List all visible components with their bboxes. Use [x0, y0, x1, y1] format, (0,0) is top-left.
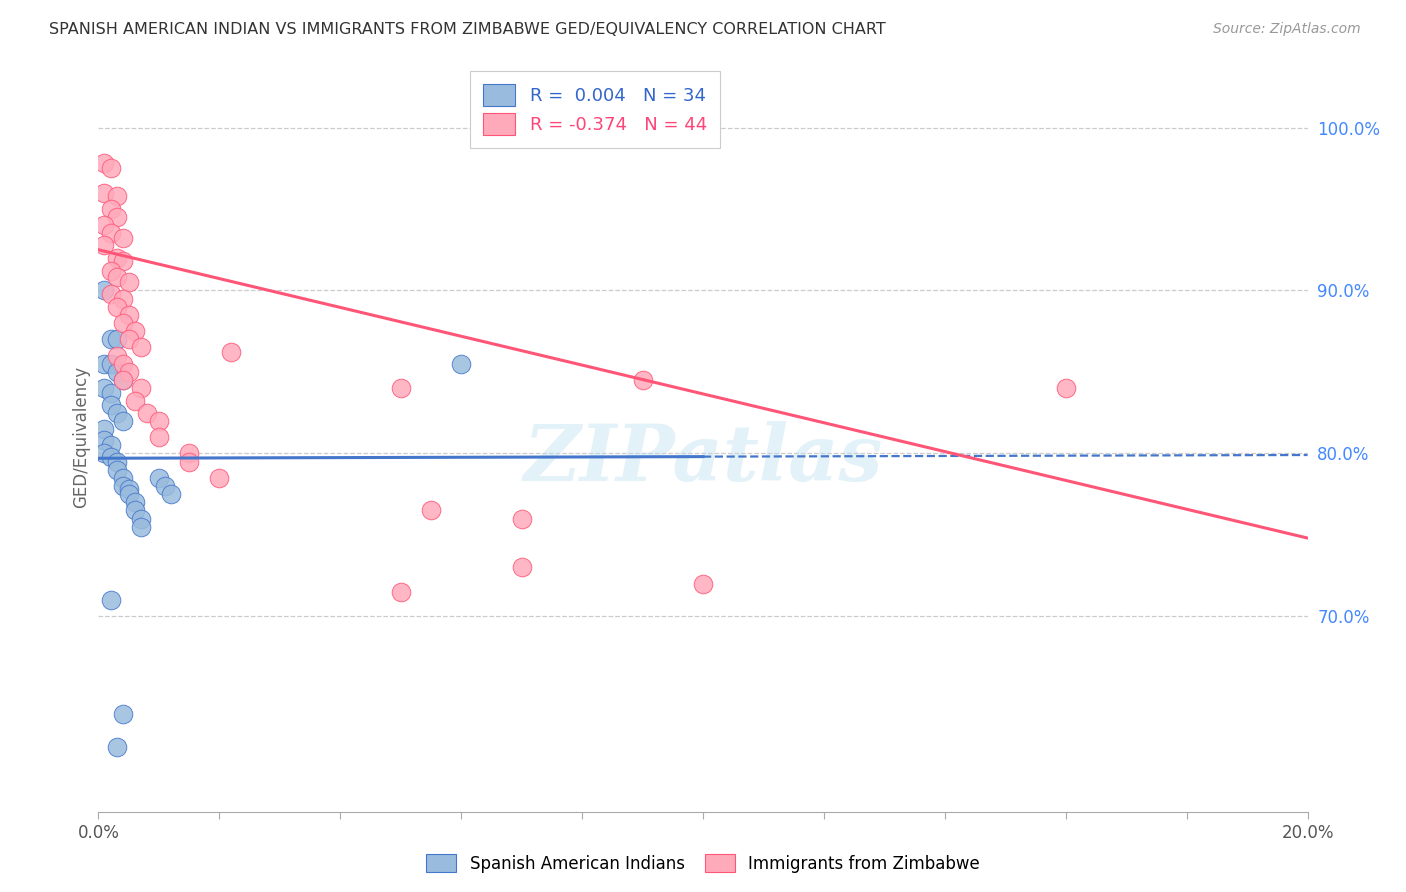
Point	[692, 576, 714, 591]
Point	[111, 292, 134, 306]
Point	[118, 332, 141, 346]
Point	[111, 479, 134, 493]
Point	[129, 341, 152, 355]
Point	[389, 584, 412, 599]
Y-axis label: GED/Equivalency: GED/Equivalency	[72, 366, 90, 508]
Point	[93, 284, 115, 298]
Point	[179, 446, 201, 460]
Point	[160, 487, 183, 501]
Point	[100, 450, 122, 464]
Point	[100, 438, 122, 452]
Point	[100, 161, 122, 176]
Point	[631, 373, 654, 387]
Point	[93, 446, 115, 460]
Point	[100, 286, 122, 301]
Point	[129, 511, 152, 525]
Text: SPANISH AMERICAN INDIAN VS IMMIGRANTS FROM ZIMBABWE GED/EQUIVALENCY CORRELATION : SPANISH AMERICAN INDIAN VS IMMIGRANTS FR…	[49, 22, 886, 37]
Point	[148, 430, 170, 444]
Point	[105, 300, 128, 314]
Point	[510, 560, 533, 574]
Point	[129, 519, 152, 533]
Point	[124, 503, 146, 517]
Point	[124, 394, 146, 409]
Legend: R =  0.004   N = 34, R = -0.374   N = 44: R = 0.004 N = 34, R = -0.374 N = 44	[470, 71, 720, 148]
Point	[93, 381, 115, 395]
Point	[148, 414, 170, 428]
Point	[111, 414, 134, 428]
Point	[100, 202, 122, 216]
Point	[420, 503, 443, 517]
Point	[100, 593, 122, 607]
Point	[105, 251, 128, 265]
Point	[118, 276, 141, 290]
Point	[105, 739, 128, 754]
Point	[93, 422, 115, 436]
Point	[111, 316, 134, 330]
Point	[510, 511, 533, 525]
Point	[118, 308, 141, 322]
Point	[100, 397, 122, 411]
Point	[105, 365, 128, 379]
Point	[111, 706, 134, 721]
Point	[118, 487, 141, 501]
Legend: Spanish American Indians, Immigrants from Zimbabwe: Spanish American Indians, Immigrants fro…	[419, 847, 987, 880]
Point	[105, 463, 128, 477]
Point	[208, 471, 231, 485]
Point	[124, 495, 146, 509]
Point	[100, 227, 122, 241]
Point	[118, 482, 141, 496]
Point	[124, 324, 146, 338]
Point	[111, 471, 134, 485]
Text: ZIPatlas: ZIPatlas	[523, 421, 883, 498]
Point	[450, 357, 472, 371]
Point	[105, 189, 128, 203]
Point	[105, 349, 128, 363]
Point	[100, 386, 122, 401]
Point	[148, 471, 170, 485]
Point	[111, 231, 134, 245]
Point	[93, 357, 115, 371]
Point	[105, 406, 128, 420]
Point	[111, 357, 134, 371]
Point	[135, 406, 157, 420]
Point	[105, 270, 128, 285]
Text: Source: ZipAtlas.com: Source: ZipAtlas.com	[1213, 22, 1361, 37]
Point	[100, 357, 122, 371]
Point	[100, 264, 122, 278]
Point	[93, 156, 115, 170]
Point	[153, 479, 176, 493]
Point	[93, 186, 115, 200]
Point	[179, 454, 201, 468]
Point	[389, 381, 412, 395]
Point	[111, 254, 134, 268]
Point	[105, 454, 128, 468]
Point	[111, 373, 134, 387]
Point	[221, 345, 243, 359]
Point	[105, 210, 128, 224]
Point	[1054, 381, 1077, 395]
Point	[93, 219, 115, 233]
Point	[111, 373, 134, 387]
Point	[93, 238, 115, 252]
Point	[118, 365, 141, 379]
Point	[129, 381, 152, 395]
Point	[93, 434, 115, 448]
Point	[100, 332, 122, 346]
Point	[105, 332, 128, 346]
